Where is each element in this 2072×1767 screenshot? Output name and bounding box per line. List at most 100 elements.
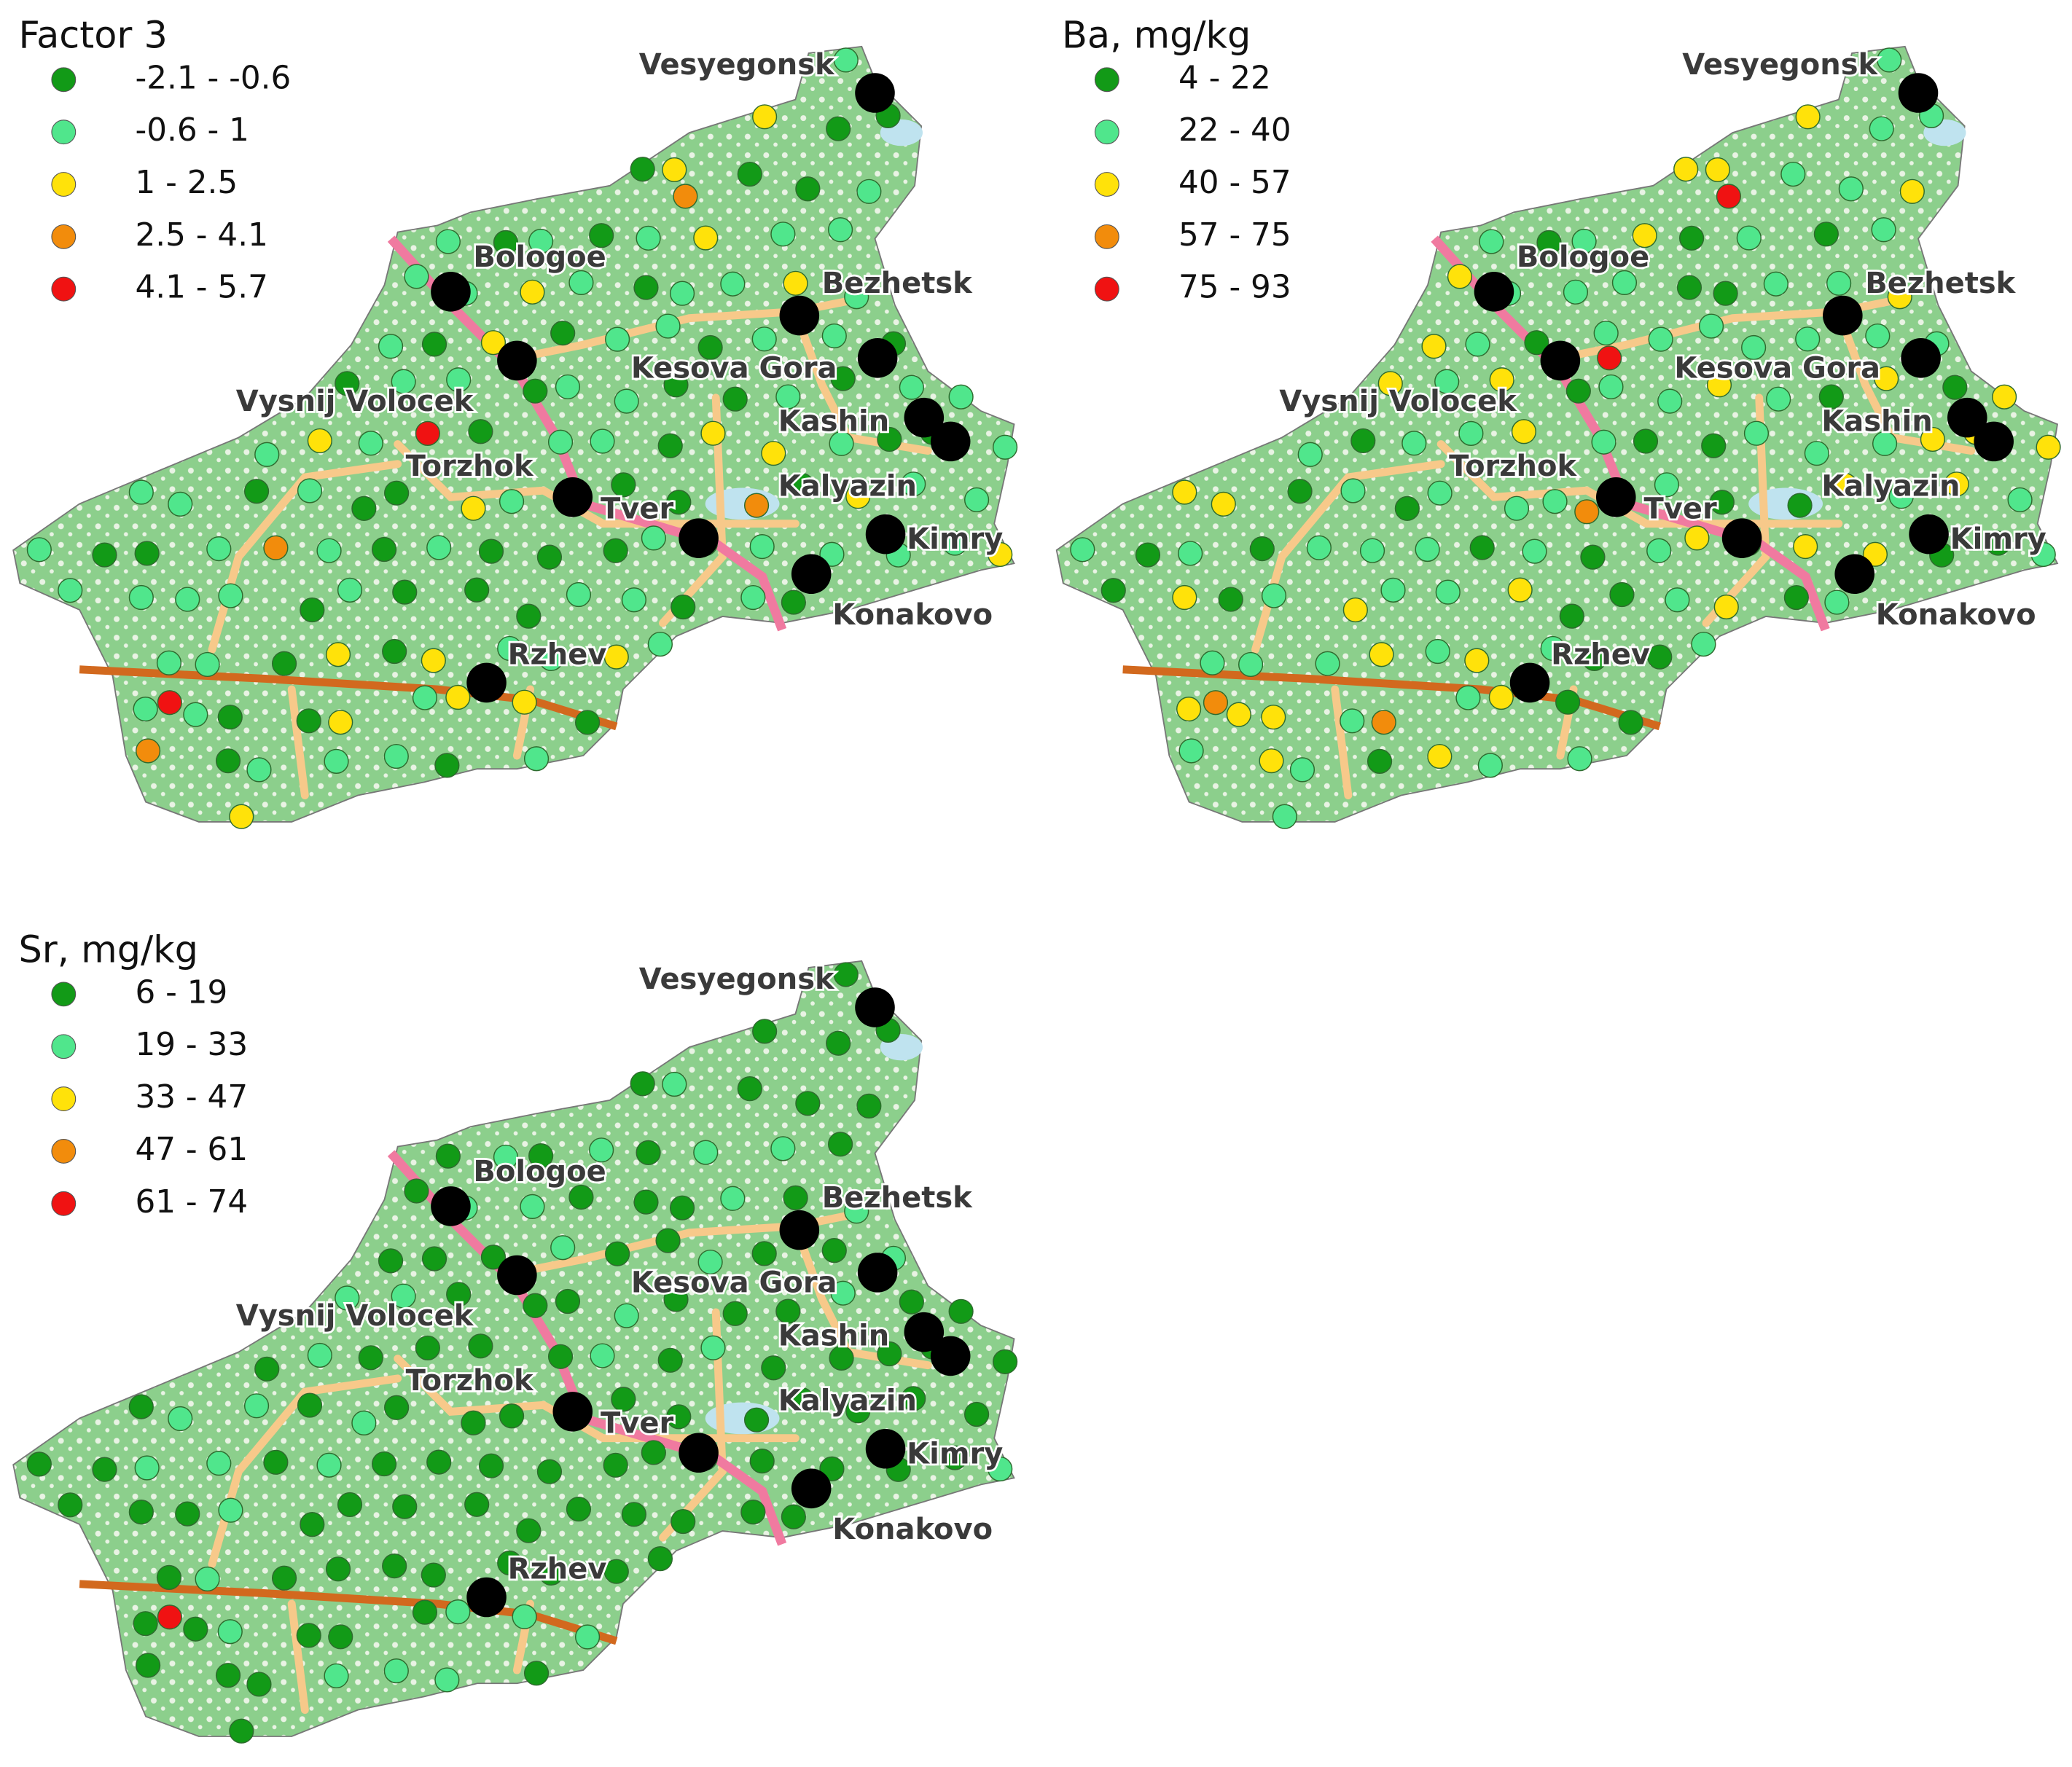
sample-point xyxy=(614,1303,639,1328)
city-label: Kalyazin xyxy=(1821,469,1960,503)
sample-point xyxy=(547,429,574,455)
sample-point xyxy=(58,578,83,603)
sample-point xyxy=(743,493,770,518)
sample-point xyxy=(749,533,775,560)
city-marker xyxy=(1898,73,1939,113)
legend-swatch xyxy=(1094,224,1119,249)
sample-point xyxy=(1203,690,1229,716)
sample-point xyxy=(1869,116,1894,141)
city-marker xyxy=(1974,421,2014,462)
sample-point xyxy=(1713,281,1738,306)
sample-point xyxy=(819,541,845,567)
sample-point xyxy=(1826,270,1852,296)
legend-swatch xyxy=(51,67,77,93)
sample-point xyxy=(1340,478,1366,504)
sample-point xyxy=(1985,530,2011,556)
city-label: Konakovo xyxy=(832,598,993,632)
sample-point xyxy=(775,1298,801,1324)
sample-point xyxy=(830,366,856,391)
sample-point xyxy=(1507,577,1533,603)
sample-point xyxy=(655,313,681,339)
sample-point xyxy=(770,222,796,247)
sample-point xyxy=(1289,757,1315,783)
sample-point xyxy=(478,1453,504,1478)
sample-point xyxy=(468,419,493,444)
sample-point xyxy=(1824,589,1850,615)
sample-point xyxy=(1709,490,1735,515)
sample-point xyxy=(1838,176,1864,202)
sample-point xyxy=(528,1143,554,1169)
sample-point xyxy=(1425,638,1450,665)
sample-point xyxy=(1555,689,1581,715)
sample-point xyxy=(445,684,471,710)
sample-point xyxy=(183,1616,208,1642)
sample-point xyxy=(789,472,814,498)
sample-point xyxy=(461,495,486,521)
sample-point xyxy=(1469,535,1495,560)
legend-label: 57 - 75 xyxy=(1178,216,1291,254)
sample-point xyxy=(845,484,871,509)
sample-point xyxy=(168,491,193,517)
sample-point xyxy=(1371,710,1396,735)
city-marker xyxy=(1823,295,1863,336)
sample-point xyxy=(693,225,719,251)
sample-point xyxy=(412,685,438,710)
sample-point xyxy=(657,433,683,458)
sample-point xyxy=(1367,748,1393,774)
sample-point xyxy=(382,1553,407,1579)
sample-point xyxy=(1736,225,1762,251)
sample-point xyxy=(516,603,542,629)
sample-point xyxy=(636,225,661,251)
sample-point xyxy=(1287,479,1313,504)
sample-point xyxy=(614,388,639,414)
sample-point xyxy=(1297,442,1323,467)
sample-point xyxy=(669,281,695,306)
sample-point xyxy=(781,589,806,615)
sample-point xyxy=(263,1449,289,1475)
sample-point xyxy=(826,1030,851,1056)
sample-point xyxy=(1489,367,1514,393)
sample-point xyxy=(384,480,410,506)
sample-point xyxy=(963,487,990,513)
city-marker xyxy=(431,272,471,312)
sample-point xyxy=(795,176,821,202)
city-label: Kashin xyxy=(778,404,889,438)
sample-point xyxy=(246,1672,272,1697)
sample-point xyxy=(92,542,117,568)
sample-point xyxy=(1563,279,1589,305)
sample-point xyxy=(1218,587,1243,612)
sample-point xyxy=(743,1407,770,1433)
sample-point xyxy=(271,1565,297,1591)
sample-point xyxy=(325,1556,351,1582)
sample-point xyxy=(1261,705,1286,730)
sample-point xyxy=(382,638,407,665)
sample-point xyxy=(740,584,766,611)
sample-point xyxy=(217,1619,243,1645)
panel-title: Sr, mg/kg xyxy=(18,929,198,972)
sample-point xyxy=(550,321,576,346)
sample-point xyxy=(603,538,628,563)
sample-point xyxy=(752,1019,778,1044)
city-label: Vesyegonsk xyxy=(1682,48,1878,82)
sample-point xyxy=(1787,493,1813,518)
sample-point xyxy=(1804,441,1829,466)
sample-point xyxy=(1705,157,1730,183)
sample-point xyxy=(297,478,323,504)
sample-point xyxy=(1172,584,1197,611)
city-label: Vysnij Volocek xyxy=(236,1299,474,1333)
sample-point xyxy=(761,441,786,466)
sample-point xyxy=(215,748,241,774)
sample-point xyxy=(358,431,383,456)
sample-point xyxy=(555,374,581,400)
sample-point xyxy=(157,1605,182,1630)
sample-point xyxy=(590,1343,615,1368)
city-label: Rzhev xyxy=(508,1553,607,1586)
sample-point xyxy=(134,541,160,566)
panel-title: Ba, mg/kg xyxy=(1062,15,1251,58)
sample-point xyxy=(206,1451,232,1476)
legend-swatch xyxy=(1094,172,1119,197)
sample-point xyxy=(446,367,472,393)
sample-point xyxy=(621,587,646,613)
sample-point xyxy=(157,690,182,716)
